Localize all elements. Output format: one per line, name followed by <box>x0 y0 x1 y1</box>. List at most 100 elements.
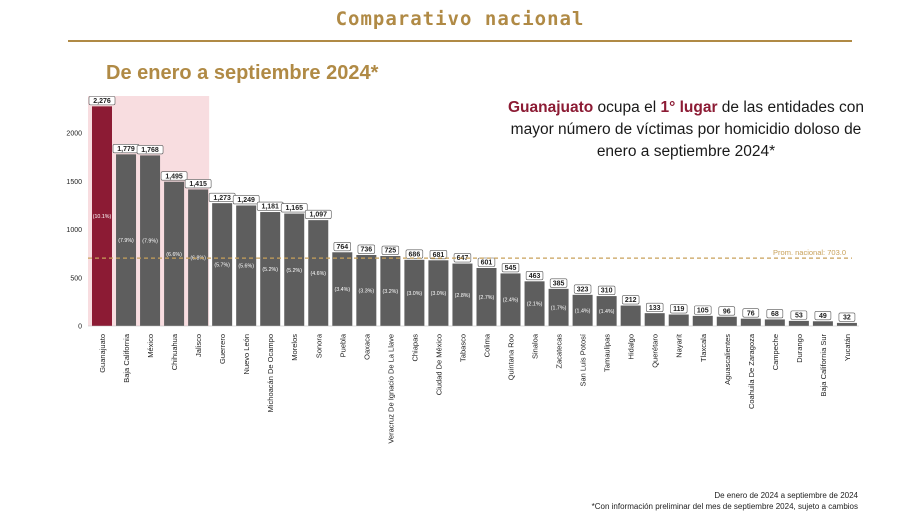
category-label: Tlaxcala <box>699 333 708 362</box>
category-label: Yucatán <box>843 334 852 361</box>
percent-label: (5.2%) <box>262 267 278 273</box>
category-label: Ciudad De México <box>434 334 443 395</box>
value-label: 1,165 <box>285 205 303 212</box>
value-label: 32 <box>843 315 851 322</box>
value-label: 76 <box>747 310 755 317</box>
value-label: 1,097 <box>310 212 328 219</box>
value-label-box <box>429 249 448 260</box>
header-title: Comparativo nacional <box>335 8 585 30</box>
value-label-box <box>184 179 212 189</box>
value-label: 764 <box>336 244 348 251</box>
percent-label: (3.2%) <box>383 289 399 295</box>
value-label: 1,495 <box>165 173 183 180</box>
value-label-box <box>405 249 424 259</box>
bar <box>332 252 353 326</box>
value-label-box <box>333 241 351 252</box>
annotation-state: Guanajuato <box>507 99 594 116</box>
bar <box>92 106 112 326</box>
annotation-text-1: ocupa el <box>593 99 661 116</box>
bar <box>236 205 257 326</box>
category-label: Sonora <box>314 333 323 358</box>
percent-label: (7.9%) <box>118 238 134 244</box>
percent-label: (2.7%) <box>479 295 495 301</box>
category-label: Chihuahua <box>170 333 179 370</box>
bar <box>764 319 785 326</box>
category-label: Quintana Roo <box>507 334 516 380</box>
category-label: Sinaloa <box>531 333 540 359</box>
percent-label: (7.9%) <box>142 239 158 245</box>
value-label-box <box>477 257 496 267</box>
header-divider <box>68 40 852 42</box>
chart-subtitle: De enero a septiembre 2024* <box>106 62 379 84</box>
value-label: 323 <box>577 286 589 293</box>
value-label: 1,779 <box>117 146 135 153</box>
value-label-box <box>357 244 376 254</box>
bar <box>620 305 641 326</box>
annotation-rank: 1° lugar <box>660 99 718 116</box>
bar <box>548 288 569 326</box>
value-label: 1,273 <box>213 195 231 202</box>
category-label: Morelos <box>290 334 299 361</box>
value-label-box <box>88 96 116 106</box>
bar <box>404 259 425 326</box>
percent-label: (6.8%) <box>190 256 206 262</box>
percent-label: (2.8%) <box>455 293 471 299</box>
bar <box>476 268 497 326</box>
value-label: 212 <box>625 297 637 304</box>
category-label: Guerrero <box>218 334 227 364</box>
percent-label: (1.7%) <box>551 305 567 311</box>
value-label: 601 <box>481 260 493 267</box>
y-tick-label: 0 <box>78 324 82 331</box>
value-label-box <box>621 295 640 305</box>
value-label-box <box>304 209 332 219</box>
value-label: 736 <box>360 247 372 254</box>
percent-label: (3.4%) <box>334 287 350 293</box>
percent-label: (2.4%) <box>503 298 519 304</box>
bar <box>116 154 137 326</box>
category-label: Tabasco <box>458 334 467 362</box>
value-label-box <box>573 284 592 294</box>
value-label-box <box>525 271 544 281</box>
percent-label: (1.4%) <box>575 308 591 314</box>
bar <box>188 189 209 326</box>
value-label: 385 <box>553 280 565 287</box>
bar <box>452 263 473 326</box>
value-label-box <box>136 145 164 155</box>
y-tick-label: 500 <box>70 275 82 282</box>
value-label: 119 <box>673 306 684 313</box>
category-label: Hidalgo <box>627 334 636 359</box>
percent-label: (5.6%) <box>238 264 254 270</box>
bar <box>692 315 713 326</box>
value-label: 1,768 <box>141 147 159 154</box>
value-label: 463 <box>529 273 541 280</box>
category-label: Oaxaca <box>362 333 371 360</box>
value-label: 1,249 <box>237 197 255 204</box>
category-label: San Luis Potosí <box>579 333 588 386</box>
value-label-box <box>694 305 712 315</box>
bar <box>500 273 521 326</box>
category-label: Colima <box>482 333 491 357</box>
category-label: Coahuila De Zaragoza <box>747 333 756 409</box>
bar <box>740 318 761 326</box>
percent-label: (4.6%) <box>310 271 326 277</box>
category-label: Nuevo León <box>242 334 251 374</box>
bar <box>644 313 665 326</box>
reference-line-label: Prom. nacional: 703.0 <box>773 248 846 257</box>
value-label: 133 <box>649 305 661 312</box>
value-label-box <box>232 195 260 205</box>
category-label: Michoacán De Ocampo <box>266 334 275 412</box>
value-label-box <box>838 312 856 322</box>
value-label-box <box>645 302 664 312</box>
bar <box>164 181 185 326</box>
value-label-box <box>597 285 616 295</box>
value-label: 686 <box>409 251 421 258</box>
value-label-box <box>670 304 688 314</box>
value-label: 545 <box>505 265 517 272</box>
bar <box>716 316 737 326</box>
value-label: 1,181 <box>261 204 279 211</box>
value-label: 49 <box>819 313 827 320</box>
footnote-period: De enero de 2024 a septiembre de 2024 <box>714 491 858 500</box>
y-tick-label: 2000 <box>66 131 82 138</box>
value-label-box <box>766 309 784 319</box>
value-label-box <box>501 263 520 273</box>
